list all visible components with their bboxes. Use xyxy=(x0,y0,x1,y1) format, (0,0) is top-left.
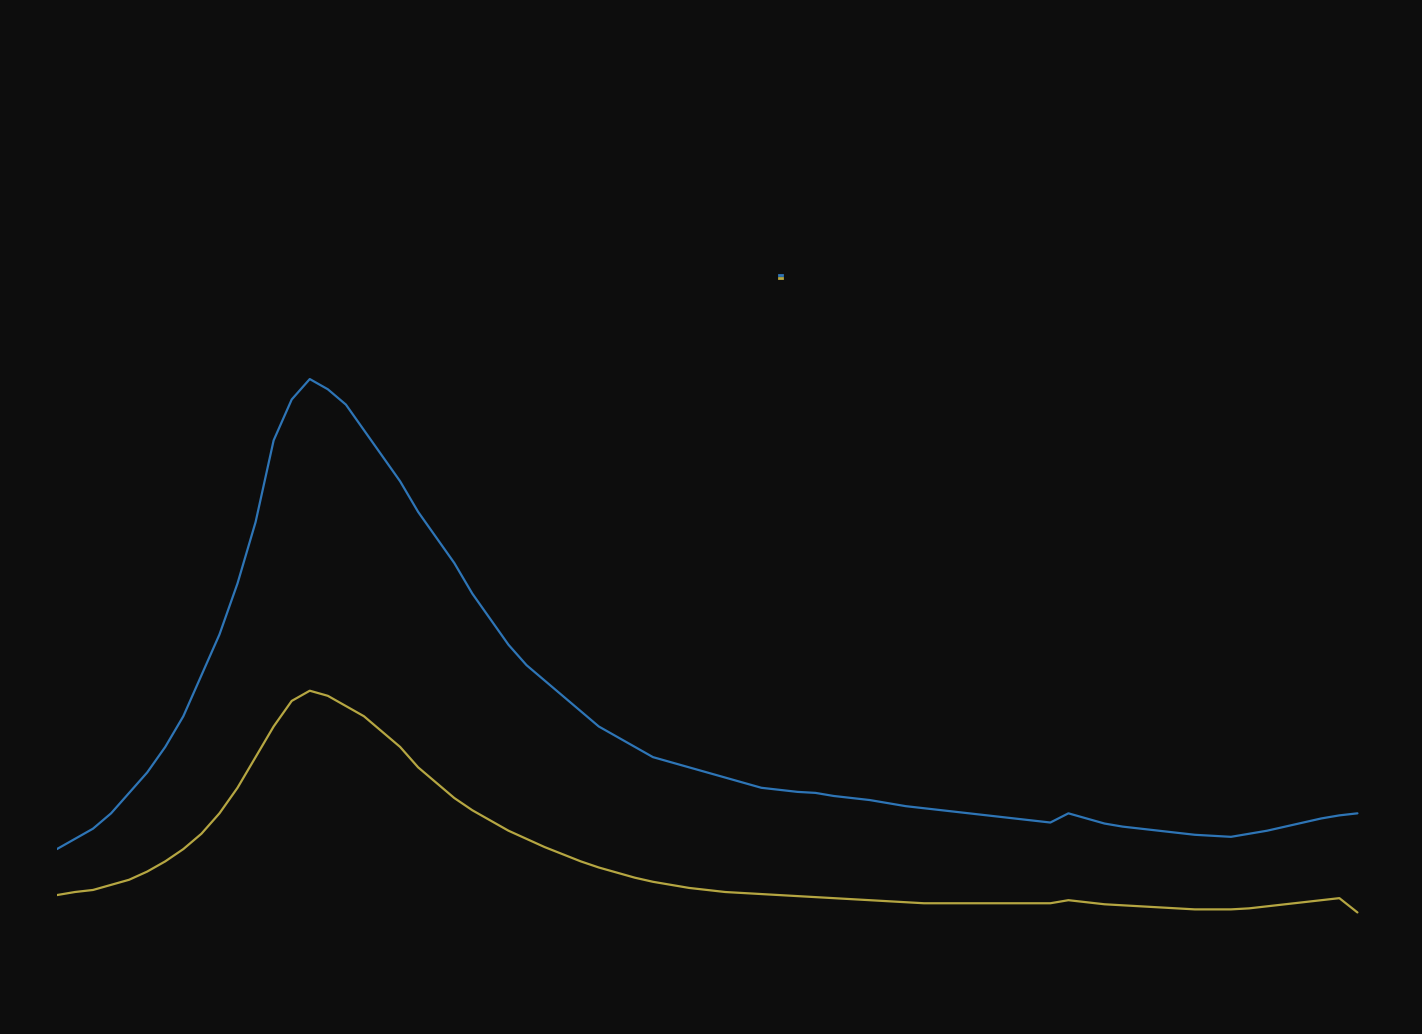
Legend: , : , xyxy=(779,274,782,278)
